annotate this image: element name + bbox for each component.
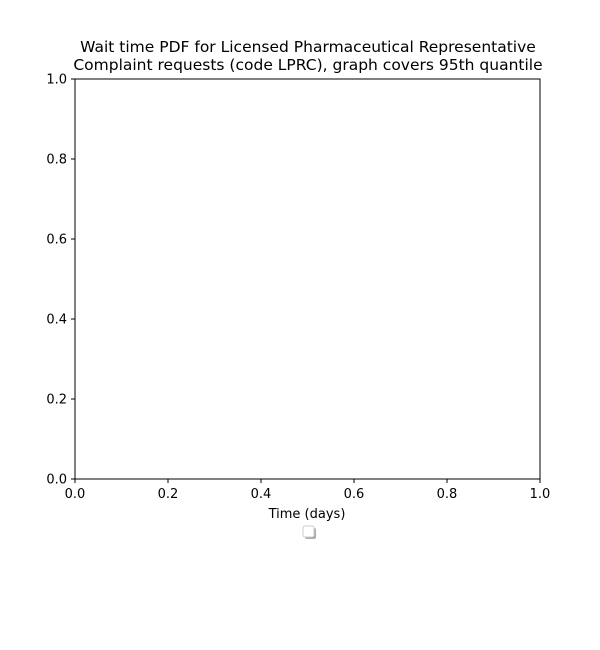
plot-area <box>74 78 541 480</box>
legend[interactable] <box>302 525 316 539</box>
y-axis: 0.0 0.2 0.4 0.6 0.8 1.0 <box>46 73 75 488</box>
x-tick-label: 0.2 <box>158 487 179 502</box>
y-tick-label: 0.6 <box>46 233 67 248</box>
x-axis-label: Time (days) <box>268 507 346 522</box>
x-axis: 0.0 0.2 0.4 0.6 0.8 1.0 <box>65 479 551 502</box>
y-tick-label: 0.2 <box>46 393 67 408</box>
x-tick-label: 0.4 <box>251 487 272 502</box>
y-tick-label: 0.0 <box>46 473 67 488</box>
x-tick-label: 0.8 <box>437 487 458 502</box>
y-tick-label: 0.4 <box>46 313 67 328</box>
legend-box <box>302 525 315 538</box>
x-tick-label: 0.6 <box>344 487 365 502</box>
chart-title-line-2: Complaint requests (code LPRC), graph co… <box>73 56 542 74</box>
y-tick-label: 1.0 <box>46 73 67 88</box>
x-tick-label: 0.0 <box>65 487 86 502</box>
x-tick-label: 1.0 <box>530 487 551 502</box>
y-tick-label: 0.8 <box>46 153 67 168</box>
chart-title-line-1: Wait time PDF for Licensed Pharmaceutica… <box>80 38 536 56</box>
